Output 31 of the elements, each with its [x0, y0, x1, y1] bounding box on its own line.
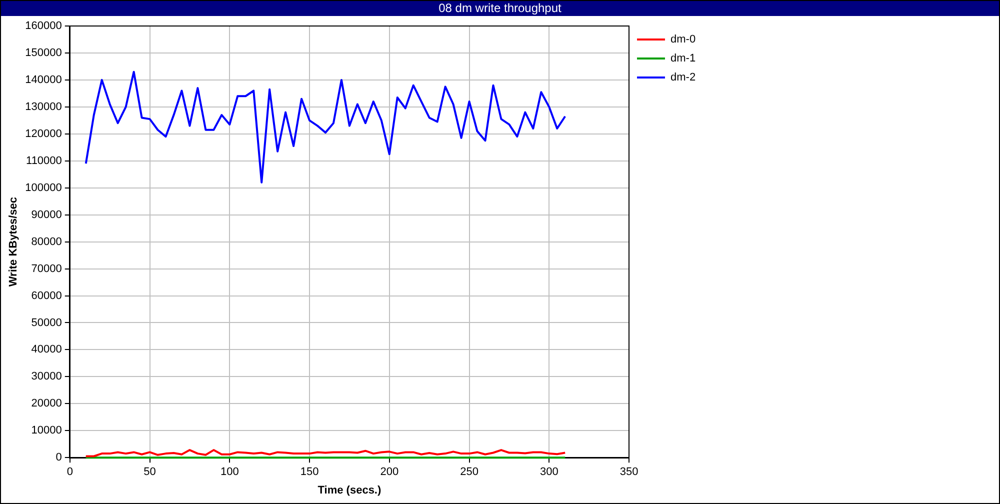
x-tick-label: 0	[66, 466, 73, 478]
x-tick-label: 200	[380, 466, 399, 478]
chart-title: 08 dm write throughput	[1, 1, 999, 16]
x-tick-label: 300	[540, 466, 558, 478]
y-tick-label: 140000	[25, 74, 62, 86]
y-tick-label: 40000	[31, 344, 62, 356]
y-axis-title: Write KBytes/sec	[8, 196, 20, 287]
x-tick-label: 350	[620, 466, 638, 478]
y-tick-label: 0	[56, 452, 62, 464]
x-tick-label: 250	[460, 466, 478, 478]
x-tick-label: 50	[144, 466, 156, 478]
x-tick-label: 100	[220, 466, 239, 478]
y-tick-label: 100000	[25, 182, 62, 194]
legend-label: dm-2	[670, 72, 696, 84]
y-tick-label: 120000	[25, 128, 62, 140]
y-tick-label: 70000	[31, 262, 62, 275]
y-tick-label: 160000	[25, 20, 62, 32]
x-tick-label: 150	[300, 466, 319, 478]
y-tick-label: 20000	[31, 398, 62, 410]
legend-label: dm-1	[670, 52, 696, 65]
x-axis-title: Time (secs.)	[318, 484, 382, 496]
y-tick-label: 80000	[31, 236, 62, 248]
legend-label: dm-0	[670, 34, 696, 46]
y-tick-label: 110000	[26, 154, 62, 167]
y-tick-label: 30000	[31, 370, 62, 383]
y-tick-label: 60000	[31, 290, 62, 302]
y-tick-label: 90000	[31, 208, 62, 221]
y-tick-label: 130000	[25, 100, 62, 113]
y-tick-label: 10000	[31, 424, 62, 437]
y-tick-label: 50000	[31, 316, 62, 329]
y-tick-label: 150000	[25, 47, 62, 60]
